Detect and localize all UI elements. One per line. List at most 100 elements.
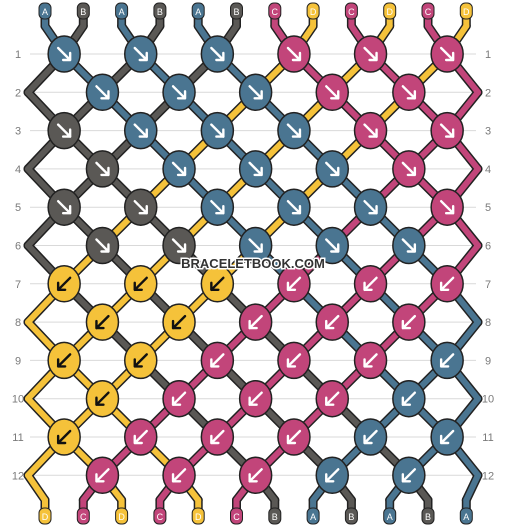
string-bottom-label: D (195, 512, 202, 522)
string-top-label: B (157, 7, 163, 17)
row-number-left: 7 (15, 279, 21, 291)
string-top-cap (268, 2, 282, 20)
arrow-down-left-icon (171, 391, 187, 406)
knot (392, 379, 426, 418)
string-bottom-cap (230, 507, 243, 525)
knot (392, 303, 426, 341)
knot (162, 226, 196, 265)
string-top-label: C (425, 7, 432, 17)
arrow-down-right-icon (401, 85, 417, 100)
knot (277, 418, 311, 456)
arrow-down-right-icon (439, 46, 455, 62)
row-number-left: 12 (12, 470, 24, 482)
row-number-left: 8 (15, 317, 21, 329)
arrow-down-left-icon (95, 468, 110, 483)
row-number-right: 5 (485, 202, 491, 214)
knot (124, 35, 158, 73)
arrow-down-left-icon (95, 391, 110, 406)
arrow-down-right-icon (171, 161, 187, 177)
knot (315, 379, 349, 418)
arrow-down-left-icon (286, 353, 302, 368)
row-number-left: 1 (15, 49, 21, 61)
string-top-label: A (42, 7, 48, 17)
knot (315, 226, 349, 265)
row-number-left: 3 (15, 126, 21, 138)
knot (277, 265, 311, 303)
knot (124, 188, 158, 226)
row-number-left: 10 (12, 394, 24, 406)
arrow-down-left-icon (401, 314, 417, 330)
knot (430, 188, 464, 226)
knot (238, 150, 273, 188)
arrow-down-right-icon (363, 46, 378, 62)
arrow-down-right-icon (95, 238, 110, 253)
knot (353, 265, 388, 303)
string-bottom-label: B (348, 512, 354, 522)
string-top-cap (153, 2, 167, 20)
arrow-down-right-icon (248, 238, 263, 253)
labels: A B A B A B C D C D C DD C D C D C B A B A B A1 12 23 34 45 56 67 78 8… (12, 2, 494, 525)
knot (47, 188, 81, 226)
knot (238, 226, 273, 265)
knot (85, 226, 120, 265)
arrow-down-left-icon (210, 429, 225, 445)
knot (85, 303, 120, 341)
string-top-cap (344, 2, 358, 20)
arrow-down-right-icon (56, 200, 72, 215)
arrow-down-right-icon (325, 85, 340, 100)
string-top-label: D (310, 7, 317, 17)
knot (200, 35, 235, 73)
string-bottom-cap (191, 507, 205, 525)
string-top-label: C (348, 7, 355, 17)
string-bottom-label: C (233, 512, 240, 522)
string-bottom-cap (115, 507, 129, 525)
knot (124, 341, 158, 380)
knot (124, 265, 158, 303)
string-bottom-cap (38, 507, 52, 525)
knot (238, 379, 273, 418)
knot (200, 341, 235, 380)
arrow-down-right-icon (286, 46, 302, 62)
row-number-right: 4 (485, 164, 491, 176)
row-number-right: 11 (482, 432, 493, 444)
knot (277, 188, 311, 226)
string-bottom-cap (459, 507, 473, 525)
row-number-right: 10 (482, 394, 494, 406)
knot (47, 418, 81, 456)
arrow-down-left-icon (363, 429, 378, 445)
arrow-down-right-icon (401, 161, 417, 177)
row-number-right: 2 (485, 87, 491, 99)
string-bottom-label: C (157, 512, 164, 522)
arrow-down-left-icon (56, 276, 72, 291)
string-bottom-label: B (425, 512, 431, 522)
arrow-down-right-icon (363, 123, 378, 138)
string-top-cap (191, 2, 205, 20)
knot (200, 111, 235, 150)
knot (47, 341, 81, 380)
arrow-down-left-icon (401, 468, 417, 483)
arrow-down-right-icon (325, 238, 340, 253)
knot (430, 341, 464, 380)
knot (47, 265, 81, 303)
row-number-left: 11 (12, 432, 23, 444)
string-top-label: A (195, 7, 201, 17)
knot (353, 341, 388, 380)
knot (162, 379, 196, 418)
arrow-down-right-icon (133, 200, 148, 215)
arrow-down-right-icon (248, 161, 263, 177)
knot (85, 73, 120, 112)
arrow-down-right-icon (95, 161, 110, 177)
row-number-left: 6 (15, 241, 21, 253)
knot (430, 35, 464, 73)
knot (277, 111, 311, 150)
row-number-right: 12 (482, 470, 494, 482)
knot (124, 111, 158, 150)
knot (85, 150, 120, 188)
arrow-down-left-icon (248, 391, 263, 406)
string-bottom-cap (268, 507, 282, 525)
arrow-down-left-icon (56, 429, 72, 445)
watermark: BRACELETBOOK.COM (181, 256, 325, 271)
arrow-down-left-icon (325, 468, 340, 483)
arrow-down-right-icon (133, 123, 148, 138)
